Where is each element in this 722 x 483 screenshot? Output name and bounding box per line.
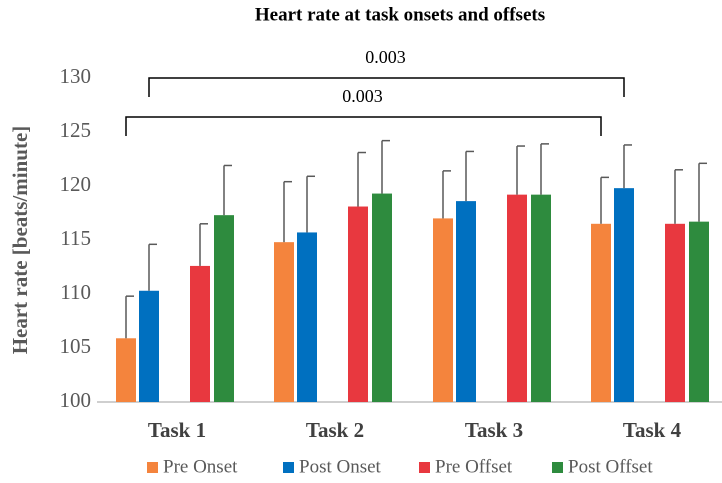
legend-label: Pre Onset bbox=[163, 456, 238, 477]
bar bbox=[372, 193, 392, 402]
legend-label: Post Onset bbox=[299, 456, 382, 477]
x-tick-label: Task 4 bbox=[623, 418, 682, 442]
bar bbox=[116, 338, 136, 402]
bar bbox=[274, 242, 294, 402]
bar bbox=[531, 194, 551, 402]
significance-bracket bbox=[125, 116, 602, 136]
y-tick-label: 125 bbox=[60, 118, 92, 142]
bar bbox=[297, 232, 317, 402]
legend-swatch bbox=[419, 462, 430, 473]
y-tick-label: 105 bbox=[60, 334, 92, 358]
bar bbox=[190, 265, 210, 402]
bar bbox=[689, 221, 709, 402]
bar bbox=[665, 223, 685, 402]
legend-label: Post Offset bbox=[568, 456, 653, 477]
annotation: 0.003 bbox=[365, 47, 406, 67]
bar bbox=[507, 194, 527, 402]
bar bbox=[614, 188, 634, 402]
x-tick-label: Task 3 bbox=[465, 418, 523, 442]
y-tick-label: 110 bbox=[60, 280, 91, 304]
annotation: 0.003 bbox=[342, 86, 383, 106]
y-axis-label: Heart rate [beats/minute] bbox=[8, 126, 32, 355]
legend-label: Pre Offset bbox=[435, 456, 513, 477]
bar bbox=[139, 290, 159, 402]
bar bbox=[456, 201, 476, 402]
x-tick-label: Task 2 bbox=[306, 418, 364, 442]
bar bbox=[348, 206, 368, 402]
legend-swatch bbox=[283, 462, 294, 473]
legend-swatch bbox=[552, 462, 563, 473]
bar bbox=[591, 223, 611, 402]
x-tick-label: Task 1 bbox=[148, 418, 206, 442]
chart-title: Heart rate at task onsets and offsets bbox=[255, 4, 545, 25]
bar bbox=[433, 218, 453, 402]
y-tick-label: 115 bbox=[60, 226, 91, 250]
y-tick-label: 100 bbox=[60, 388, 92, 412]
legend-swatch bbox=[147, 462, 158, 473]
bar bbox=[214, 215, 234, 402]
y-tick-label: 120 bbox=[60, 172, 92, 196]
significance-bracket bbox=[148, 77, 625, 97]
y-tick-label: 130 bbox=[60, 64, 92, 88]
